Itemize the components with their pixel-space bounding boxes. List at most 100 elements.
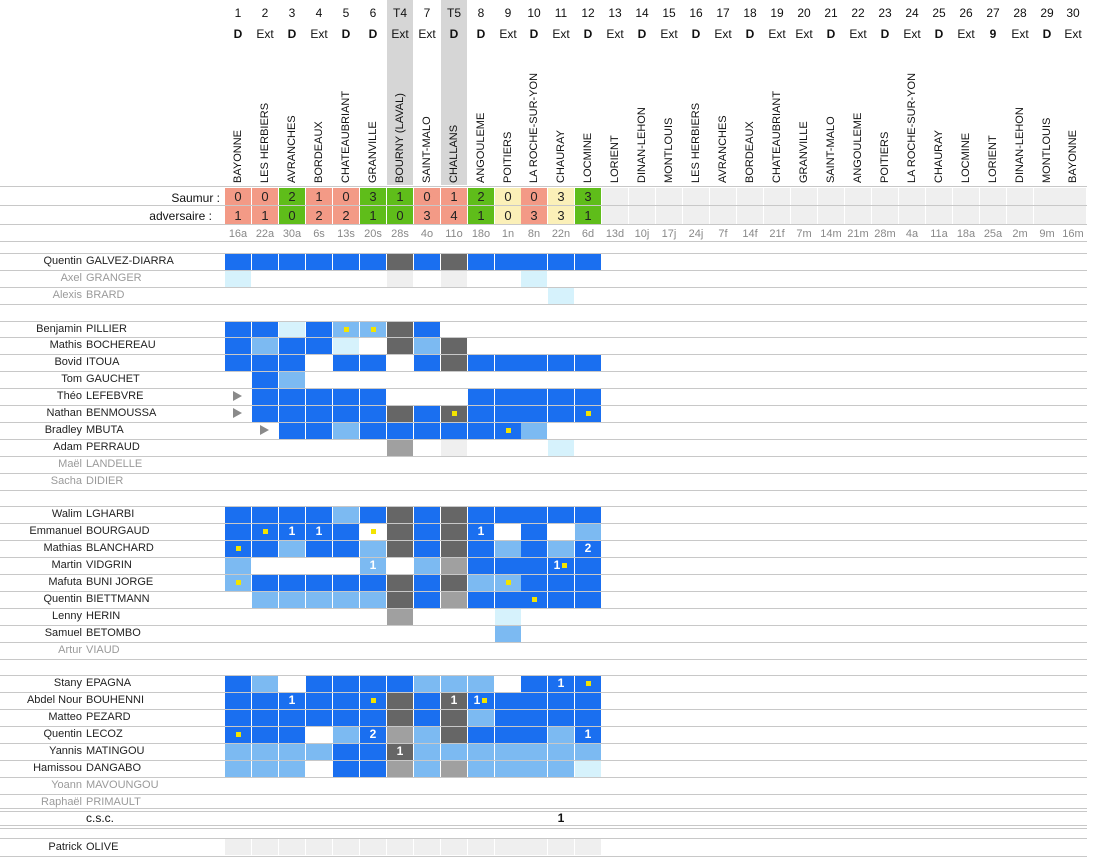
venue-label[interactable]: CHATEAUBRIANT — [340, 90, 352, 183]
player-first-name[interactable]: Benjamin — [36, 323, 82, 335]
player-last-name[interactable]: PEZARD — [86, 711, 131, 723]
player-first-name[interactable]: Mathis — [49, 339, 82, 351]
venue-label[interactable]: AVRANCHES — [717, 115, 729, 183]
venue-label[interactable]: DINAN-LEHON — [1014, 107, 1026, 183]
player-last-name[interactable]: PERRAUD — [86, 441, 140, 453]
player-first-name[interactable]: Quentin — [43, 593, 82, 605]
player-first-name[interactable]: Raphaël — [41, 796, 82, 808]
player-first-name[interactable]: Abdel Nour — [26, 694, 82, 706]
player-first-name[interactable]: Yannis — [49, 745, 82, 757]
venue-label[interactable]: POITIERS — [502, 131, 514, 183]
player-first-name[interactable]: Bradley — [44, 424, 82, 436]
venue-label[interactable]: CHALLANS — [448, 124, 460, 183]
player-last-name[interactable]: PRIMAULT — [86, 796, 141, 808]
player-first-name[interactable]: Tom — [61, 373, 82, 385]
player-last-name[interactable]: MBUTA — [86, 424, 124, 436]
player-first-name[interactable]: Walim — [51, 508, 82, 520]
player-first-name[interactable]: Alexis — [52, 289, 82, 301]
player-last-name[interactable]: MAVOUNGOU — [86, 779, 159, 791]
coach-last-name[interactable]: OLIVE — [86, 841, 119, 853]
player-last-name[interactable]: BETOMBO — [86, 627, 141, 639]
player-last-name[interactable]: LGHARBI — [86, 508, 135, 520]
coach-cell — [279, 839, 305, 855]
venue-label[interactable]: LA ROCHE-SUR-YON — [906, 72, 918, 183]
venue-label[interactable]: LORIENT — [987, 135, 999, 183]
player-last-name[interactable]: LEFEBVRE — [86, 390, 144, 402]
venue-label[interactable]: BOURNY (LAVAL) — [394, 93, 406, 183]
player-last-name[interactable]: PILLIER — [86, 323, 127, 335]
venue-column: BORDEAUX — [310, 53, 336, 183]
player-first-name[interactable]: Sacha — [50, 475, 82, 487]
player-last-name[interactable]: MATINGOU — [86, 745, 145, 757]
venue-label[interactable]: CHAURAY — [555, 130, 567, 183]
player-last-name[interactable]: GALVEZ-DIARRA — [86, 255, 174, 267]
venue-label[interactable]: POITIERS — [879, 131, 891, 183]
player-last-name[interactable]: BOURGAUD — [86, 525, 150, 537]
venue-label[interactable]: LORIENT — [609, 135, 621, 183]
player-last-name[interactable]: BOUHENNI — [86, 694, 145, 706]
player-last-name[interactable]: BIETTMANN — [86, 593, 150, 605]
venue-label[interactable]: MONTLOUIS — [1041, 117, 1053, 183]
player-first-name[interactable]: Artur — [58, 644, 82, 656]
player-first-name[interactable]: Bovid — [54, 356, 82, 368]
venue-label[interactable]: LOCMINE — [582, 132, 594, 183]
player-last-name[interactable]: HERIN — [86, 610, 121, 622]
venue-label[interactable]: SAINT-MALO — [825, 116, 837, 183]
player-last-name[interactable]: VIAUD — [86, 644, 120, 656]
venue-label[interactable]: ANGOULEME — [475, 112, 487, 183]
player-last-name[interactable]: BENMOUSSA — [86, 407, 157, 419]
player-last-name[interactable]: BUNI JORGE — [86, 576, 154, 588]
venue-label[interactable]: BAYONNE — [1067, 130, 1079, 183]
player-last-name[interactable]: BOCHEREAU — [86, 339, 156, 351]
venue-label[interactable]: AVRANCHES — [286, 115, 298, 183]
player-first-name[interactable]: Mafuta — [48, 576, 82, 588]
player-first-name[interactable]: Adam — [53, 441, 82, 453]
player-last-name[interactable]: LANDELLE — [86, 458, 143, 470]
player-last-name[interactable]: ITOUA — [86, 356, 120, 368]
venue-label[interactable]: BORDEAUX — [313, 121, 325, 183]
venue-label[interactable]: GRANVILLE — [798, 121, 810, 183]
player-last-name[interactable]: LECOZ — [86, 728, 123, 740]
venue-label[interactable]: LES HERBIERS — [259, 102, 271, 183]
score-cell — [360, 188, 386, 205]
player-first-name[interactable]: Axel — [60, 272, 82, 284]
player-first-name[interactable]: Nathan — [46, 407, 82, 419]
player-first-name[interactable]: Stany — [53, 677, 82, 689]
score-cell — [818, 188, 844, 205]
venue-label[interactable]: SAINT-MALO — [421, 116, 433, 183]
venue-label[interactable]: MONTLOUIS — [663, 117, 675, 183]
player-first-name[interactable]: Quentin — [43, 255, 82, 267]
player-first-name[interactable]: Yoann — [51, 779, 82, 791]
venue-label[interactable]: DINAN-LEHON — [636, 107, 648, 183]
venue-label[interactable]: GRANVILLE — [367, 121, 379, 183]
venue-label[interactable]: CHATEAUBRIANT — [771, 90, 783, 183]
venue-label[interactable]: ANGOULEME — [852, 112, 864, 183]
player-last-name[interactable]: DANGABO — [86, 762, 142, 774]
venue-label[interactable]: LA ROCHE-SUR-YON — [528, 72, 540, 183]
venue-label[interactable]: BORDEAUX — [744, 121, 756, 183]
player-last-name[interactable]: GRANGER — [86, 272, 142, 284]
score-cell — [710, 206, 736, 224]
venue-label[interactable]: LOCMINE — [960, 132, 972, 183]
player-last-name[interactable]: EPAGNA — [86, 677, 132, 689]
player-first-name[interactable]: Lenny — [52, 610, 82, 622]
player-first-name[interactable]: Théo — [56, 390, 82, 402]
player-first-name[interactable]: Quentin — [43, 728, 82, 740]
player-first-name[interactable]: Maël — [58, 458, 82, 470]
venue-label[interactable]: LES HERBIERS — [690, 102, 702, 183]
player-first-name[interactable]: Matteo — [48, 711, 82, 723]
player-first-name[interactable]: Samuel — [44, 627, 82, 639]
player-first-name[interactable]: Mathias — [43, 542, 82, 554]
player-last-name[interactable]: VIDGRIN — [86, 559, 132, 571]
venue-label[interactable]: BAYONNE — [232, 130, 244, 183]
score-cell — [764, 206, 790, 224]
player-first-name[interactable]: Hamissou — [33, 762, 82, 774]
player-last-name[interactable]: GAUCHET — [86, 373, 140, 385]
player-last-name[interactable]: BLANCHARD — [86, 542, 154, 554]
venue-label[interactable]: CHAURAY — [933, 130, 945, 183]
player-last-name[interactable]: DIDIER — [86, 475, 124, 487]
player-first-name[interactable]: Martin — [51, 559, 82, 571]
player-first-name[interactable]: Emmanuel — [29, 525, 82, 537]
coach-first-name[interactable]: Patrick — [48, 841, 82, 853]
player-last-name[interactable]: BRARD — [86, 289, 125, 301]
